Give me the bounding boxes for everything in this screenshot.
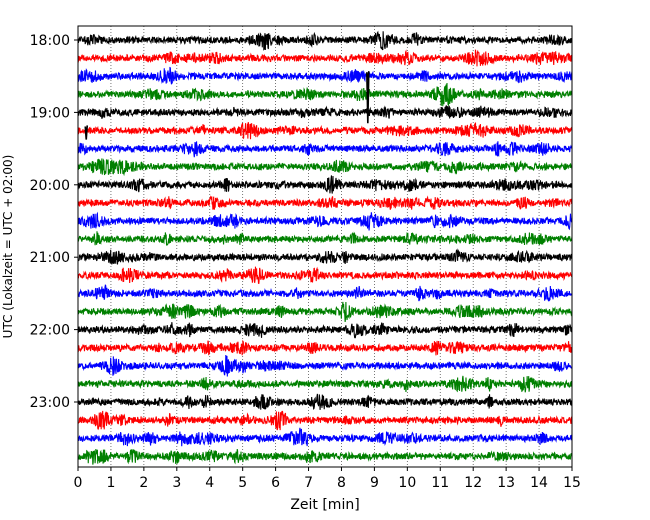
trace-2330 xyxy=(77,427,573,447)
event-spike xyxy=(366,71,370,124)
y-tick-label: 23:00 xyxy=(30,395,70,411)
x-axis: 0 1 2 3 4 5 6 7 8 9 10 11 12 13 14 15 xyxy=(74,467,581,491)
trace-1815 xyxy=(77,49,573,67)
x-tick-label: 12 xyxy=(464,475,482,491)
y-axis: 18:00 19:00 20:00 21:00 22:00 23:00 xyxy=(30,33,78,411)
trace-2245 xyxy=(77,375,573,393)
x-tick-label: 5 xyxy=(238,475,247,491)
trace-2145 xyxy=(77,301,573,322)
y-tick-label: 18:00 xyxy=(30,33,70,49)
trace-2315 xyxy=(77,410,573,431)
trace-1915 xyxy=(77,122,573,140)
trace-2345 xyxy=(77,448,573,465)
trace-layer xyxy=(77,30,573,465)
trace-1830 xyxy=(77,66,573,85)
y-tick-label: 19:00 xyxy=(30,105,70,121)
trace-1900 xyxy=(77,105,573,119)
trace-2200 xyxy=(77,322,573,339)
trace-2130 xyxy=(77,284,573,302)
x-tick-label: 7 xyxy=(304,475,313,491)
trace-2215 xyxy=(77,339,573,356)
trace-2300 xyxy=(77,393,573,410)
x-tick-label: 14 xyxy=(530,475,548,491)
x-tick-label: 6 xyxy=(271,475,280,491)
x-tick-label: 15 xyxy=(563,475,581,491)
plot-frame xyxy=(77,25,573,468)
trace-1945 xyxy=(77,158,573,177)
x-tick-label: 1 xyxy=(106,475,115,491)
trace-2100 xyxy=(77,248,573,265)
x-tick-label: 11 xyxy=(431,475,449,491)
x-tick-label: 8 xyxy=(337,475,346,491)
event-spike xyxy=(84,125,89,140)
x-axis-title: Zeit [min] xyxy=(290,497,359,513)
x-tick-label: 0 xyxy=(74,475,83,491)
trace-2015 xyxy=(77,195,573,210)
trace-1845 xyxy=(77,83,573,107)
trace-1930 xyxy=(77,141,573,158)
x-tick-label: 10 xyxy=(398,475,416,491)
trace-2000 xyxy=(77,175,573,194)
x-tick-label: 2 xyxy=(139,475,148,491)
y-tick-label: 22:00 xyxy=(30,323,70,339)
x-tick-label: 9 xyxy=(370,475,379,491)
y-tick-label: 20:00 xyxy=(30,178,70,194)
trace-2230 xyxy=(77,354,573,377)
trace-2115 xyxy=(77,266,573,284)
x-tick-label: 4 xyxy=(205,475,214,491)
x-tick-label: 13 xyxy=(497,475,515,491)
x-tick-label: 3 xyxy=(172,475,181,491)
trace-2030 xyxy=(77,211,573,231)
trace-2045 xyxy=(77,231,573,246)
y-tick-label: 21:00 xyxy=(30,250,70,266)
y-axis-title: UTC (Lokalzeit = UTC + 02:00) xyxy=(1,155,15,339)
trace-1800 xyxy=(77,30,573,51)
